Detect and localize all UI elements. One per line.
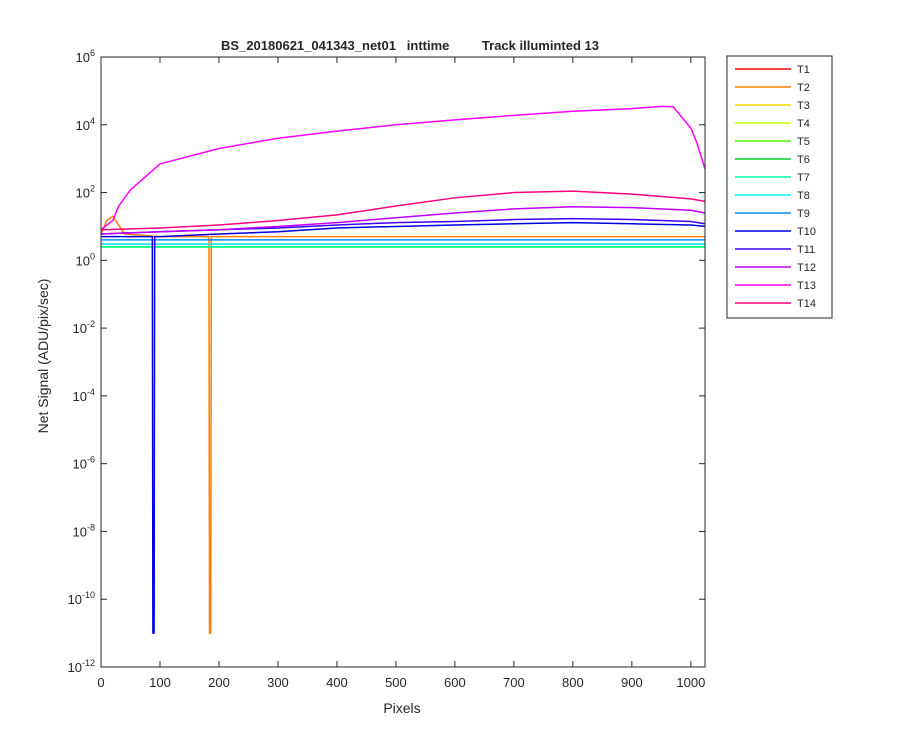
y-tick-label: 10-4 xyxy=(73,387,95,404)
y-tick-label: 10-6 xyxy=(73,455,95,472)
y-tick-label: 10-10 xyxy=(68,590,95,607)
legend-box xyxy=(726,55,833,319)
legend-label: T5 xyxy=(797,136,810,148)
legend-label: T13 xyxy=(797,280,816,292)
y-tick-label: 10-8 xyxy=(73,522,95,539)
x-tick-label: 1000 xyxy=(676,675,705,690)
legend-label: T4 xyxy=(797,118,810,130)
legend-label: T9 xyxy=(797,208,810,220)
x-tick-label: 800 xyxy=(562,675,584,690)
series-line-t2 xyxy=(101,215,705,634)
legend-label: T3 xyxy=(797,100,810,112)
series-layer xyxy=(101,105,705,634)
legend-label: T12 xyxy=(797,262,816,274)
x-tick-label: 300 xyxy=(267,675,289,690)
x-tick-label: 600 xyxy=(444,675,466,690)
y-tick-label: 10-12 xyxy=(68,658,95,675)
legend-label: T2 xyxy=(797,82,810,94)
series-line-t12 xyxy=(101,206,705,235)
legend-label: T1 xyxy=(797,64,810,76)
x-tick-label: 200 xyxy=(208,675,230,690)
x-tick-label: 100 xyxy=(149,675,171,690)
series-line-t14 xyxy=(101,190,705,231)
plot-area xyxy=(101,57,705,667)
legend: T1 T2 T3 T4 T5 T6 T7 T8 T9 T10 T11 T12 T13 T14 xyxy=(726,55,833,319)
legend-label: T8 xyxy=(797,190,810,202)
x-tick-label: 500 xyxy=(385,675,407,690)
x-tick-label: 400 xyxy=(326,675,348,690)
x-tick-label: 900 xyxy=(621,675,643,690)
legend-label: T14 xyxy=(797,298,816,310)
legend-label: T10 xyxy=(797,226,816,238)
chart-title: BS_20180621_041343_net01 inttime Track i… xyxy=(221,38,599,53)
series-line-t13 xyxy=(101,105,705,231)
y-tick-label: 100 xyxy=(76,251,95,268)
legend-label: T7 xyxy=(797,172,810,184)
plot-frame xyxy=(100,56,706,668)
series-line-t10 xyxy=(101,221,705,634)
y-tick-label: 106 xyxy=(76,48,95,65)
x-axis-label: Pixels xyxy=(383,700,420,716)
legend-label: T6 xyxy=(797,154,810,166)
legend-label: T11 xyxy=(797,244,815,256)
x-tick-label: 700 xyxy=(503,675,525,690)
axes-layer: 0 100 200 300 400 500 600 700 800 900 1000 106 104 10… xyxy=(68,48,706,690)
y-axis-label: Net Signal (ADU/pix/sec) xyxy=(35,279,51,434)
y-tick-label: 102 xyxy=(76,184,95,201)
y-tick-label: 10-2 xyxy=(73,319,95,336)
y-tick-label: 104 xyxy=(76,116,95,133)
x-tick-label: 0 xyxy=(97,675,104,690)
